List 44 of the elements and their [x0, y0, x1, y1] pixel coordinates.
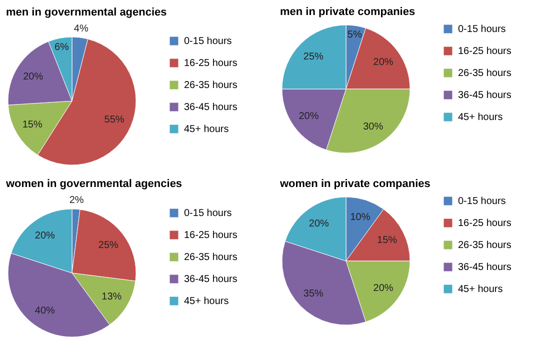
- legend-label: 45+ hours: [458, 112, 503, 123]
- legend-label: 16-25 hours: [184, 230, 238, 241]
- data-label: 35%: [303, 288, 324, 300]
- legend-label: 26-35 hours: [184, 80, 238, 91]
- data-label: 5%: [347, 30, 362, 41]
- data-label: 4%: [74, 24, 88, 35]
- data-label: 20%: [373, 283, 394, 294]
- legend-label: 45+ hours: [184, 124, 229, 135]
- data-label: 6%: [54, 42, 70, 53]
- data-label: 25%: [98, 240, 119, 251]
- legend-label: 16-25 hours: [458, 46, 512, 57]
- chart-title: women in governmental agencies: [5, 178, 182, 190]
- legend-label: 0-15 hours: [458, 24, 506, 35]
- legend-label: 36-45 hours: [184, 102, 238, 113]
- data-label: 55%: [104, 114, 124, 126]
- legend-label: 16-25 hours: [184, 58, 238, 69]
- legend-label: 0-15 hours: [184, 208, 232, 219]
- legend-label: 36-45 hours: [458, 90, 512, 101]
- data-label: 20%: [373, 56, 394, 68]
- data-label: 30%: [363, 121, 384, 132]
- legend-label: 0-15 hours: [184, 36, 232, 47]
- chart-title: men in governmental agencies: [6, 6, 167, 19]
- chart-title: men in private companies: [280, 6, 416, 18]
- legend-label: 16-25 hours: [458, 218, 512, 229]
- legend-label: 36-45 hours: [458, 262, 512, 273]
- legend-label: 26-35 hours: [458, 240, 512, 251]
- data-label: 10%: [350, 212, 370, 224]
- data-label: 15%: [22, 119, 42, 130]
- data-label: 20%: [308, 218, 330, 230]
- data-label: 2%: [69, 195, 84, 206]
- data-label: 20%: [298, 111, 319, 122]
- legend-label: 45+ hours: [458, 284, 503, 295]
- legend-label: 0-15 hours: [458, 196, 506, 207]
- data-label: 15%: [377, 235, 398, 246]
- data-label: 13%: [102, 291, 122, 302]
- data-label: 20%: [34, 230, 56, 242]
- data-label: 40%: [34, 305, 56, 316]
- data-label: 25%: [303, 51, 324, 62]
- chart-title: women in private companies: [279, 178, 430, 190]
- legend-label: 36-45 hours: [184, 274, 238, 285]
- legend-label: 45+ hours: [184, 296, 229, 307]
- data-label: 20%: [23, 71, 44, 82]
- legend-label: 26-35 hours: [458, 68, 512, 79]
- legend-label: 26-35 hours: [184, 252, 238, 263]
